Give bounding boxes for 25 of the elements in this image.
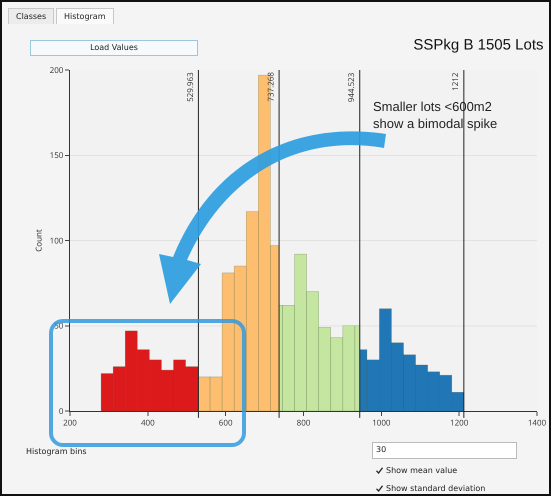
y-tick-label: 150	[50, 150, 64, 162]
x-tick-label: 800	[296, 418, 311, 429]
x-tick-label: 600	[218, 418, 233, 429]
x-tick-label: 200	[63, 418, 78, 429]
text: Classes	[8, 8, 54, 24]
y-tick-label: 100	[50, 235, 64, 246]
ref-line-label: 737.268	[266, 72, 277, 102]
x-tick-label: 1000	[372, 418, 391, 429]
y-tick-label: 50	[54, 320, 64, 332]
x-tick-label: 1200	[450, 418, 469, 429]
text: Histogram bins	[26, 447, 87, 456]
ref-line-label: 944.523	[346, 72, 358, 102]
text: Histogram	[56, 8, 114, 24]
y-tick-label: 0	[58, 406, 64, 417]
ref-line-label: 529.963	[184, 72, 196, 102]
text: Load Values	[30, 40, 198, 56]
chart-title: SSPkg B 1505 Lots	[413, 36, 544, 54]
y-tick-label: 200	[50, 64, 64, 76]
x-tick-label: 1400	[528, 418, 547, 429]
text: 30	[372, 442, 517, 459]
x-tick-label: 400	[140, 418, 156, 429]
ref-line-label: 1212	[450, 72, 461, 91]
text: Show mean value	[386, 466, 458, 475]
text: Show standard deviation	[386, 484, 486, 493]
y-axis-title: Count	[33, 229, 44, 252]
